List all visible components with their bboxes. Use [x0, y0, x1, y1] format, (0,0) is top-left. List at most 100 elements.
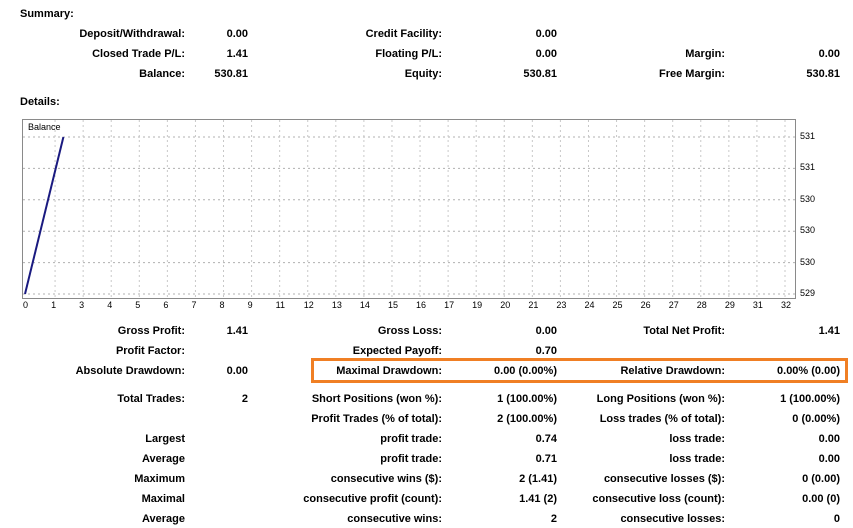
x-tick-label: 31	[752, 300, 763, 310]
largest-label: Largest	[145, 433, 185, 445]
profit-factor-label: Profit Factor:	[115, 345, 185, 357]
free-margin-label: Free Margin:	[658, 68, 725, 80]
x-tick-label: 26	[640, 300, 651, 310]
total-net-profit-value: 1.41	[818, 325, 840, 337]
long-positions-value: 1 (100.00%)	[780, 393, 840, 405]
closed-pl-value: 1.41	[226, 48, 248, 60]
x-tick-label: 11	[275, 300, 285, 310]
largest-loss-label: loss trade:	[669, 433, 725, 445]
summary-heading: Summary:	[20, 8, 74, 20]
x-tick-label: 13	[331, 300, 342, 310]
long-positions-label: Long Positions (won %):	[596, 393, 725, 405]
x-tick-label: 3	[79, 300, 85, 310]
max-consecutive-wins-label: consecutive wins ($):	[330, 473, 442, 485]
y-tick-label: 531	[800, 131, 816, 141]
x-tick-label: 19	[472, 300, 483, 310]
average-profit-value: 0.71	[535, 453, 557, 465]
balance-chart-plot	[23, 120, 795, 298]
x-tick-label: 8	[219, 300, 225, 310]
short-positions-value: 1 (100.00%)	[497, 393, 557, 405]
credit-label: Credit Facility:	[365, 28, 442, 40]
floating-pl-value: 0.00	[535, 48, 557, 60]
average-loss-value: 0.00	[818, 453, 840, 465]
margin-label: Margin:	[685, 48, 725, 60]
y-tick-label: 530	[800, 256, 816, 267]
margin-value: 0.00	[818, 48, 840, 60]
total-net-profit-label: Total Net Profit:	[643, 325, 725, 337]
expected-payoff-label: Expected Payoff:	[352, 345, 442, 357]
x-tick-label: 7	[191, 300, 197, 310]
details-heading: Details:	[20, 96, 60, 108]
x-tick-label: 23	[556, 300, 567, 310]
largest-profit-value: 0.74	[535, 433, 557, 445]
maximal-consecutive-profit-value: 1.41 (2)	[519, 493, 557, 505]
y-tick-label: 530	[800, 193, 816, 204]
relative-drawdown-label: Relative Drawdown:	[620, 365, 725, 377]
x-tick-label: 20	[500, 300, 511, 310]
gross-profit-label: Gross Profit:	[117, 325, 185, 337]
maximal-consecutive-loss-value: 0.00 (0)	[802, 493, 840, 505]
max-consecutive-losses-value: 0 (0.00)	[802, 473, 840, 485]
maximal-consecutive-profit-label: consecutive profit (count):	[303, 493, 442, 505]
absolute-drawdown-value: 0.00	[226, 365, 248, 377]
average-consecutive-wins-value: 2	[550, 513, 557, 525]
balance-series-line	[24, 136, 65, 295]
loss-trades-value: 0 (0.00%)	[792, 413, 840, 425]
average-consecutive-losses-value: 0	[833, 513, 840, 525]
average-loss-label: loss trade:	[669, 453, 725, 465]
relative-drawdown-value: 0.00% (0.00)	[777, 365, 840, 377]
floating-pl-label: Floating P/L:	[375, 48, 442, 60]
maximum-label: Maximum	[134, 473, 185, 485]
x-tick-label: 27	[668, 300, 679, 310]
x-tick-label: 29	[724, 300, 735, 310]
average-consecutive-losses-label: consecutive losses:	[620, 513, 725, 525]
x-tick-label: 9	[247, 300, 253, 310]
total-trades-label: Total Trades:	[117, 393, 185, 405]
x-tick-label: 12	[303, 300, 314, 310]
x-tick-label: 1	[51, 300, 57, 310]
x-tick-label: 15	[387, 300, 398, 310]
maximal-drawdown-value: 0.00 (0.00%)	[494, 365, 557, 377]
largest-loss-value: 0.00	[818, 433, 840, 445]
balance-chart: Balance	[22, 119, 796, 299]
maximal-consecutive-loss-label: consecutive loss (count):	[592, 493, 725, 505]
total-trades-value: 2	[241, 393, 248, 405]
average-profit-label: profit trade:	[380, 453, 442, 465]
x-tick-label: 32	[781, 300, 792, 310]
max-consecutive-losses-label: consecutive losses ($):	[603, 473, 725, 485]
balance-label: Balance:	[139, 68, 185, 80]
equity-label: Equity:	[404, 68, 442, 80]
y-tick-label: 530	[800, 225, 816, 236]
average-consecutive-wins-label: consecutive wins:	[347, 513, 442, 525]
max-consecutive-wins-value: 2 (1.41)	[519, 473, 557, 485]
deposit-value: 0.00	[226, 28, 248, 40]
x-tick-label: 24	[584, 300, 595, 310]
x-tick-label: 5	[135, 300, 141, 310]
y-tick-label: 531	[800, 162, 816, 173]
deposit-label: Deposit/Withdrawal:	[79, 28, 185, 40]
gross-loss-value: 0.00	[535, 325, 557, 337]
absolute-drawdown-label: Absolute Drawdown:	[75, 365, 185, 377]
balance-value: 530.81	[214, 68, 248, 80]
y-tick-label: 529	[800, 288, 816, 298]
x-tick-label: 16	[416, 300, 427, 310]
profit-trades-label: Profit Trades (% of total):	[311, 413, 442, 425]
profit-trades-value: 2 (100.00%)	[497, 413, 557, 425]
short-positions-label: Short Positions (won %):	[311, 393, 442, 405]
x-tick-label: 14	[359, 300, 370, 310]
free-margin-value: 530.81	[806, 68, 840, 80]
x-tick-label: 0	[23, 300, 29, 310]
average-label: Average	[141, 453, 185, 465]
chart-title: Balance	[28, 122, 61, 132]
x-tick-label: 21	[528, 300, 539, 310]
closed-pl-label: Closed Trade P/L:	[92, 48, 185, 60]
x-tick-label: 6	[163, 300, 169, 310]
gross-profit-value: 1.41	[226, 325, 248, 337]
credit-value: 0.00	[535, 28, 557, 40]
average-consecutive-label: Average	[141, 513, 185, 525]
x-tick-label: 25	[612, 300, 623, 310]
loss-trades-label: Loss trades (% of total):	[599, 413, 725, 425]
gross-loss-label: Gross Loss:	[377, 325, 442, 337]
maximal-label: Maximal	[141, 493, 185, 505]
maximal-drawdown-label: Maximal Drawdown:	[336, 365, 442, 377]
